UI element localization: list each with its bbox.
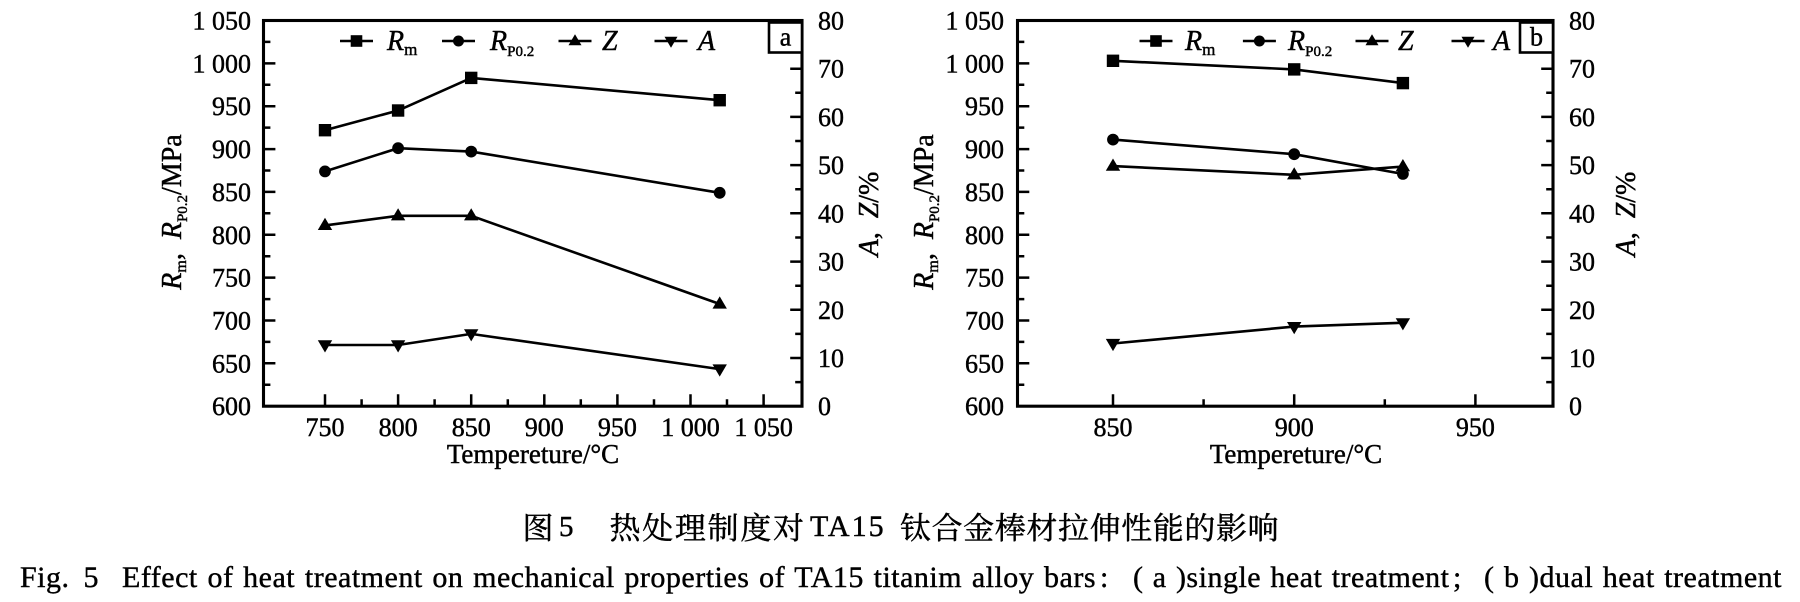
svg-text:Tempereture/°C: Tempereture/°C (447, 439, 619, 469)
svg-text:30: 30 (1569, 248, 1595, 277)
svg-text:TA15: TA15 (810, 510, 886, 543)
svg-text:50: 50 (818, 151, 844, 180)
svg-text:750: 750 (306, 413, 345, 442)
svg-text:900: 900 (1275, 413, 1314, 442)
svg-text:700: 700 (965, 306, 1004, 335)
svg-text:600: 600 (965, 392, 1004, 421)
svg-text:950: 950 (598, 413, 637, 442)
svg-text:850: 850 (1094, 413, 1133, 442)
svg-text:800: 800 (379, 413, 418, 442)
svg-text:700: 700 (212, 306, 251, 335)
svg-text:800: 800 (212, 221, 251, 250)
svg-text:950: 950 (212, 92, 251, 121)
svg-text:70: 70 (818, 55, 844, 84)
svg-text:850: 850 (452, 413, 491, 442)
svg-text:10: 10 (1569, 344, 1595, 373)
svg-text:40: 40 (1569, 199, 1595, 228)
svg-text:900: 900 (525, 413, 564, 442)
svg-text:5: 5 (559, 511, 574, 543)
svg-text:750: 750 (212, 264, 251, 293)
svg-text:Z: Z (1398, 26, 1414, 57)
svg-text:10: 10 (818, 344, 844, 373)
svg-text:850: 850 (965, 178, 1004, 207)
svg-text:Z: Z (602, 26, 618, 57)
svg-text:1 050: 1 050 (193, 7, 252, 36)
svg-text:800: 800 (965, 221, 1004, 250)
svg-text:1 000: 1 000 (946, 49, 1005, 78)
svg-text:750: 750 (965, 264, 1004, 293)
svg-text:Tempereture/°C: Tempereture/°C (1210, 439, 1382, 469)
svg-text:Rm: Rm (386, 26, 417, 59)
svg-text:a: a (780, 23, 792, 52)
svg-text:950: 950 (1456, 413, 1495, 442)
svg-text:20: 20 (1569, 296, 1595, 325)
svg-text:70: 70 (1569, 55, 1595, 84)
svg-text:Rm: Rm (1184, 26, 1215, 59)
svg-text:1 050: 1 050 (734, 413, 793, 442)
svg-text:900: 900 (965, 135, 1004, 164)
svg-text:A, Z/%: A, Z/% (1611, 172, 1642, 259)
svg-text:A: A (696, 26, 716, 57)
svg-text:600: 600 (212, 392, 251, 421)
svg-text:1 000: 1 000 (193, 49, 252, 78)
svg-text:40: 40 (818, 199, 844, 228)
svg-text:b: b (1530, 23, 1543, 52)
svg-text:650: 650 (965, 349, 1004, 378)
svg-text:50: 50 (1569, 151, 1595, 180)
svg-text:0: 0 (1569, 392, 1582, 421)
svg-text:60: 60 (818, 103, 844, 132)
svg-text:30: 30 (818, 248, 844, 277)
svg-text:60: 60 (1569, 103, 1595, 132)
svg-text:900: 900 (212, 135, 251, 164)
svg-text:0: 0 (818, 392, 831, 421)
svg-text:950: 950 (965, 92, 1004, 121)
svg-text:20: 20 (818, 296, 844, 325)
svg-text:1 000: 1 000 (661, 413, 720, 442)
svg-text:1 050: 1 050 (946, 7, 1005, 36)
svg-text:80: 80 (818, 7, 844, 36)
svg-text:650: 650 (212, 349, 251, 378)
svg-text:850: 850 (212, 178, 251, 207)
svg-text:A, Z/%: A, Z/% (854, 172, 885, 259)
svg-text:80: 80 (1569, 7, 1595, 36)
svg-text:A: A (1491, 26, 1511, 57)
